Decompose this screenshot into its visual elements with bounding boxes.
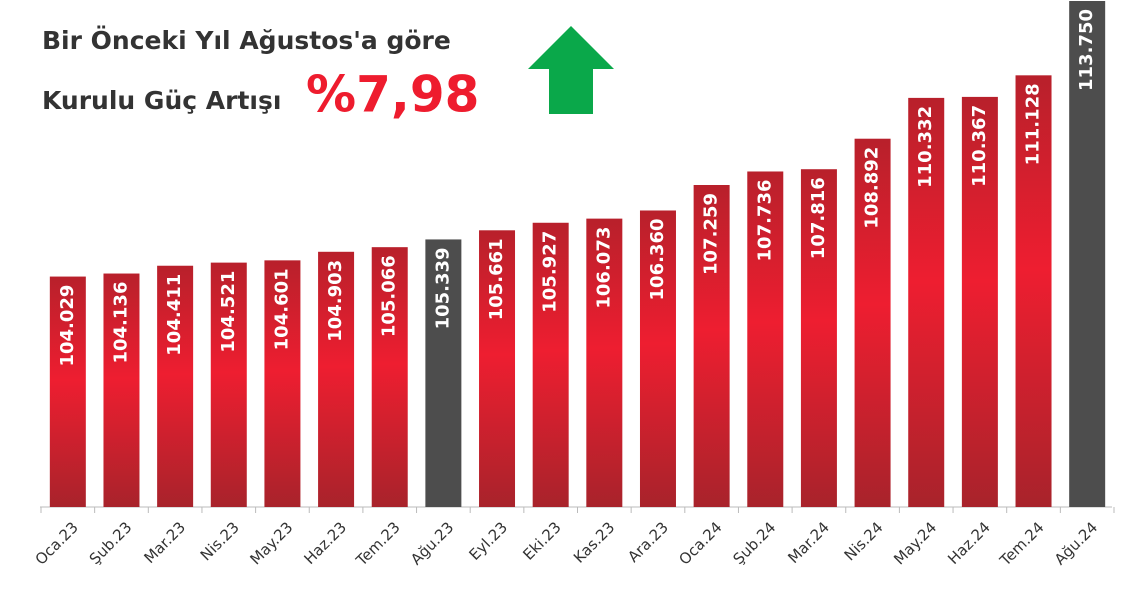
bar bbox=[1069, 1, 1106, 507]
value-label: 105.339 bbox=[432, 247, 453, 329]
value-label: 110.367 bbox=[969, 105, 990, 187]
value-label: 106.360 bbox=[647, 218, 668, 300]
bar bbox=[264, 260, 301, 507]
value-label: 104.521 bbox=[218, 271, 239, 353]
value-label: 113.750 bbox=[1076, 9, 1097, 91]
value-label: 106.073 bbox=[593, 227, 614, 309]
value-label: 111.128 bbox=[1023, 83, 1044, 165]
value-label: 105.661 bbox=[486, 238, 507, 320]
x-tick-label: Haz.23 bbox=[300, 518, 350, 568]
value-label: 104.903 bbox=[325, 260, 346, 342]
bar bbox=[908, 97, 945, 507]
x-tick-label: Oca.23 bbox=[32, 518, 82, 568]
x-tick-label: May.23 bbox=[246, 518, 296, 568]
x-tick-label: Ağu.23 bbox=[407, 518, 457, 568]
up-arrow bbox=[528, 26, 614, 114]
bar bbox=[210, 262, 247, 507]
bar bbox=[103, 273, 140, 507]
x-tick-label: Tem.24 bbox=[996, 518, 1048, 570]
bar bbox=[586, 218, 623, 507]
bar bbox=[961, 96, 998, 507]
x-tick-label: Kas.23 bbox=[570, 518, 618, 566]
bar bbox=[479, 230, 516, 507]
value-label: 104.411 bbox=[164, 274, 185, 356]
value-label: 107.816 bbox=[808, 177, 829, 259]
x-tick-label: Eki.23 bbox=[519, 518, 564, 563]
bar bbox=[532, 222, 569, 507]
value-label: 104.601 bbox=[271, 268, 292, 350]
x-tick-label: Nis.24 bbox=[841, 518, 887, 564]
x-tick-label: Şub.23 bbox=[86, 518, 136, 568]
value-label: 105.066 bbox=[379, 255, 400, 337]
bar bbox=[1015, 75, 1052, 507]
x-tick-label: Ağu.24 bbox=[1051, 518, 1101, 568]
bar bbox=[747, 171, 784, 507]
value-label: 107.736 bbox=[754, 179, 775, 261]
x-tick-label: Tem.23 bbox=[352, 518, 404, 570]
chart-title: Bir Önceki Yıl Ağustos'a göre bbox=[42, 25, 451, 55]
bar bbox=[639, 210, 676, 508]
chart-subtitle: Kurulu Güç Artışı bbox=[42, 86, 281, 115]
x-tick-label: Şub.24 bbox=[730, 518, 780, 568]
value-label: 104.029 bbox=[57, 285, 78, 367]
value-label: 110.332 bbox=[915, 106, 936, 188]
bar bbox=[425, 239, 462, 507]
x-tick-label: Ara.23 bbox=[624, 518, 672, 566]
x-tick-label: Haz.24 bbox=[944, 518, 994, 568]
x-tick-label: Mar.23 bbox=[140, 518, 189, 567]
bar bbox=[800, 169, 837, 507]
annotation: %7,98 bbox=[306, 66, 479, 124]
x-tick-label: Nis.23 bbox=[197, 518, 243, 564]
x-tick-label: May.24 bbox=[890, 518, 940, 568]
bar bbox=[318, 251, 355, 507]
value-label: 107.259 bbox=[701, 193, 722, 275]
x-tick-label: Oca.24 bbox=[675, 518, 725, 568]
value-label: 104.136 bbox=[110, 282, 131, 364]
x-tick-label: Mar.24 bbox=[784, 518, 833, 567]
x-tick-label: Eyl.23 bbox=[466, 518, 512, 564]
value-label: 108.892 bbox=[862, 147, 883, 229]
bar bbox=[157, 265, 194, 507]
bar bbox=[854, 138, 891, 508]
value-label: 105.927 bbox=[540, 231, 561, 313]
bar bbox=[693, 185, 730, 508]
bar bbox=[49, 276, 86, 507]
bar bbox=[371, 247, 408, 508]
